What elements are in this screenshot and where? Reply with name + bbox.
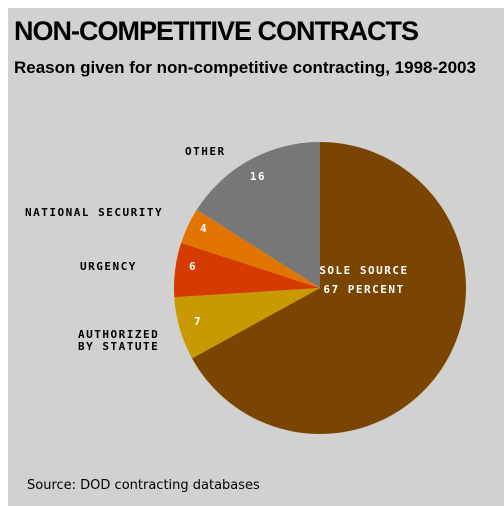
slice-label-urgency: 6	[189, 260, 197, 273]
slice-label-authorized-by-statute: 7	[194, 315, 202, 328]
callout-national-security: NATIONAL SECURITY	[25, 206, 163, 219]
pie-chart: SOLE SOURCE 67 PERCENT 7 AUTHORIZED BY STATU…	[25, 142, 466, 435]
pie-slice-other	[196, 142, 320, 288]
callout-urgency: URGENCY	[80, 260, 137, 273]
slice-label-national-security: 4	[200, 222, 208, 235]
slice-label-other: 16	[250, 170, 266, 183]
chart-panel: NON-COMPETITIVE CONTRACTS Reason given f…	[8, 8, 504, 506]
pie-slice-national-security	[181, 209, 320, 288]
chart-subtitle: Reason given for non-competitive contrac…	[14, 58, 476, 77]
chart-title: NON-COMPETITIVE CONTRACTS	[14, 16, 419, 46]
pie-slice-sole-source	[192, 142, 466, 435]
pie-slice-urgency	[174, 242, 320, 298]
source-note: Source: DOD contracting databases	[27, 478, 260, 493]
callout-other: OTHER	[185, 145, 226, 158]
callout-authorized-by-statute: AUTHORIZED BY STATUTE	[78, 328, 159, 353]
slice-label-sole-source: SOLE SOURCE 67 PERCENT	[319, 264, 408, 296]
pie-slice-authorized-by-statute	[174, 288, 320, 359]
